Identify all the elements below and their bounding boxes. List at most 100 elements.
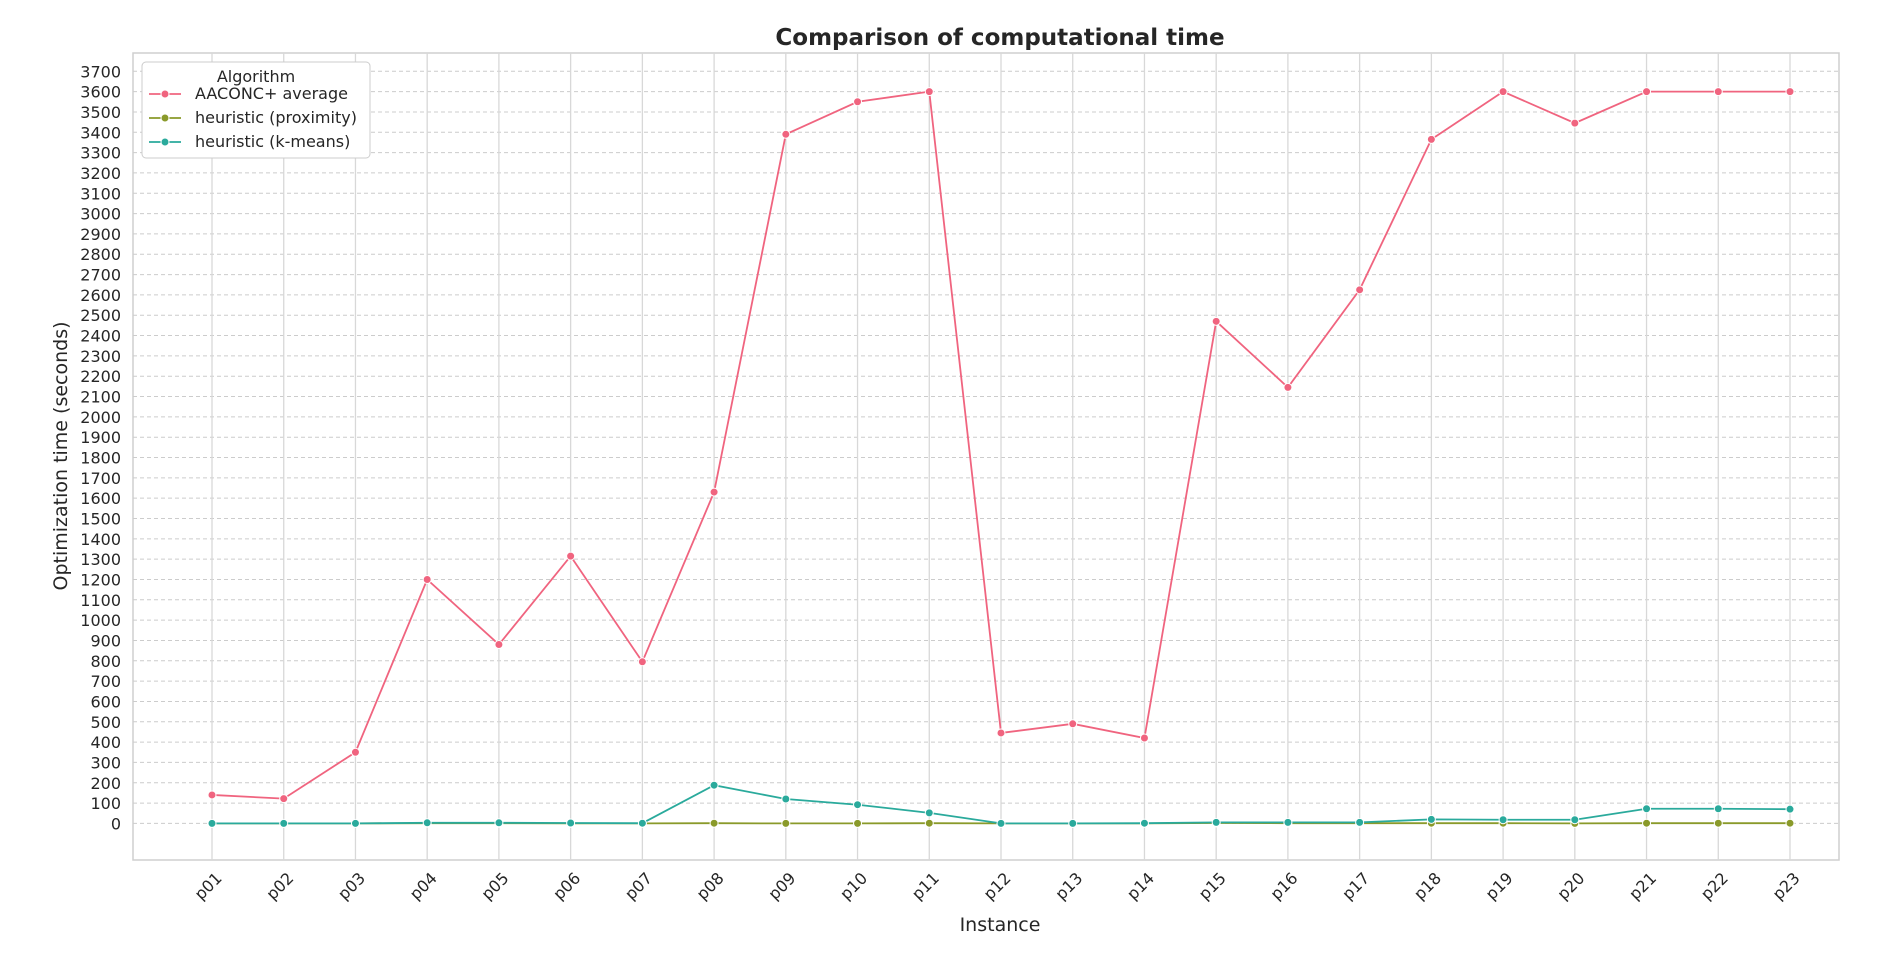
legend-label: heuristic (k-means) xyxy=(195,132,350,151)
data-point xyxy=(1642,818,1652,828)
data-point xyxy=(1713,87,1723,97)
chart-title: Comparison of computational time xyxy=(775,25,1224,51)
data-point xyxy=(566,551,576,561)
y-tick-label: 2100 xyxy=(80,388,121,407)
y-tick-label: 3000 xyxy=(80,205,121,224)
y-tick-label: 400 xyxy=(90,733,121,752)
data-point xyxy=(1139,733,1149,743)
legend-items: AACONC+ average heuristic (proximity) heur… xyxy=(149,84,357,151)
y-axis-label: Optimization time (seconds) xyxy=(50,321,72,590)
x-tick-label: p18 xyxy=(1410,869,1445,904)
series-2 xyxy=(207,780,1795,828)
y-tick-label: 2700 xyxy=(80,266,121,285)
x-tick-label: p02 xyxy=(262,869,297,904)
data-point xyxy=(1642,804,1652,814)
data-point xyxy=(350,818,360,828)
y-tick-label: 300 xyxy=(90,753,121,772)
data-point xyxy=(1785,804,1795,814)
y-tick-label: 800 xyxy=(90,652,121,671)
y-tick-label: 2800 xyxy=(80,245,121,264)
y-tick-label: 3400 xyxy=(80,123,121,142)
data-point xyxy=(1068,719,1078,729)
y-tick-label: 2500 xyxy=(80,306,121,325)
data-point xyxy=(1211,817,1221,827)
data-point xyxy=(494,640,504,650)
y-tick-label: 0 xyxy=(111,814,121,833)
y-tick-label: 1200 xyxy=(80,570,121,589)
y-tick-label: 2600 xyxy=(80,286,121,305)
y-tick-label: 3600 xyxy=(80,83,121,102)
y-tick-label: 2400 xyxy=(80,327,121,346)
data-point xyxy=(279,818,289,828)
data-point xyxy=(1713,804,1723,814)
y-tick-label: 1100 xyxy=(80,591,121,610)
data-point xyxy=(709,818,719,828)
data-point xyxy=(924,808,934,818)
y-tick-label: 1600 xyxy=(80,489,121,508)
data-point xyxy=(853,97,863,107)
data-point xyxy=(709,780,719,790)
data-point xyxy=(853,800,863,810)
legend-box xyxy=(141,61,371,159)
legend: Algorithm AACONC+ average heuristic (prox… xyxy=(141,61,371,159)
data-point xyxy=(781,818,791,828)
data-point xyxy=(1713,818,1723,828)
x-axis-ticks: p01 p02 p03 p04 p05 p06 p07 p08 p09 p10 p11 p12 p13 p… xyxy=(191,869,1804,904)
y-tick-label: 100 xyxy=(90,794,121,813)
y-tick-label: 1000 xyxy=(80,611,121,630)
legend-swatch-marker xyxy=(160,89,170,99)
x-tick-label: p07 xyxy=(621,869,656,904)
x-tick-label: p03 xyxy=(334,869,369,904)
y-tick-label: 3100 xyxy=(80,184,121,203)
x-tick-label: p05 xyxy=(478,869,513,904)
data-point xyxy=(1283,817,1293,827)
legend-label: heuristic (proximity) xyxy=(195,108,357,127)
y-tick-label: 2000 xyxy=(80,408,121,427)
data-point xyxy=(1355,817,1365,827)
data-point xyxy=(853,818,863,828)
x-tick-label: p12 xyxy=(980,869,1015,904)
data-point xyxy=(637,657,647,667)
y-tick-label: 3300 xyxy=(80,144,121,163)
x-tick-label: p21 xyxy=(1625,869,1660,904)
x-tick-label: p16 xyxy=(1267,869,1302,904)
data-point xyxy=(996,728,1006,738)
y-tick-label: 600 xyxy=(90,692,121,711)
data-point xyxy=(1068,818,1078,828)
data-point xyxy=(1426,814,1436,824)
data-point xyxy=(1570,118,1580,128)
x-tick-label: p10 xyxy=(836,869,871,904)
data-point xyxy=(207,818,217,828)
data-point xyxy=(1498,815,1508,825)
x-tick-label: p13 xyxy=(1051,869,1086,904)
legend-title: Algorithm xyxy=(217,67,295,86)
data-point xyxy=(637,818,647,828)
y-tick-label: 500 xyxy=(90,713,121,732)
y-tick-label: 2300 xyxy=(80,347,121,366)
data-point xyxy=(924,87,934,97)
data-point xyxy=(566,818,576,828)
x-tick-label: p06 xyxy=(549,869,584,904)
data-point xyxy=(1211,316,1221,326)
data-point xyxy=(279,794,289,804)
data-point xyxy=(781,129,791,139)
x-tick-label: p22 xyxy=(1697,869,1732,904)
x-tick-label: p15 xyxy=(1195,869,1230,904)
data-point xyxy=(1355,285,1365,295)
y-tick-label: 1300 xyxy=(80,550,121,569)
legend-label: AACONC+ average xyxy=(195,84,348,103)
y-tick-label: 3500 xyxy=(80,103,121,122)
series-0 xyxy=(207,87,1795,804)
y-tick-label: 700 xyxy=(90,672,121,691)
x-tick-label: p08 xyxy=(693,869,728,904)
data-point xyxy=(924,818,934,828)
x-axis-label: Instance xyxy=(960,914,1041,936)
y-tick-label: 1900 xyxy=(80,428,121,447)
y-tick-label: 1500 xyxy=(80,509,121,528)
data-point xyxy=(207,790,217,800)
y-tick-label: 1800 xyxy=(80,449,121,468)
x-tick-label: p20 xyxy=(1553,869,1588,904)
data-point xyxy=(781,794,791,804)
x-tick-label: p01 xyxy=(191,869,226,904)
y-tick-label: 3700 xyxy=(80,62,121,81)
